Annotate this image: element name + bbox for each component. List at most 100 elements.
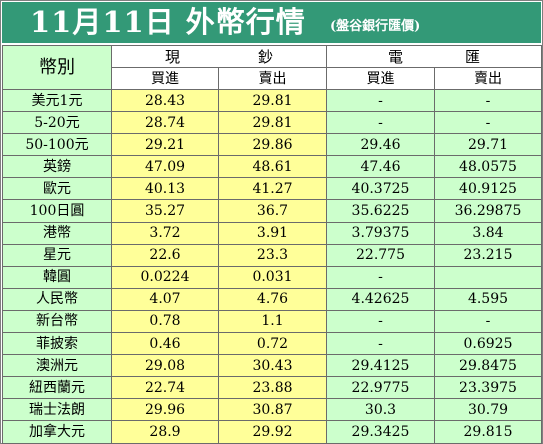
cash-sell-cell: 4.76 [218,287,327,311]
cash-buy-cell: 0.0224 [111,265,219,289]
wire-sell-cell: - [434,88,542,113]
wire-sell-cell: - [434,309,542,334]
currency-name: 紐西蘭元 [2,376,112,400]
cash-sell-cell: 23.3 [218,243,327,267]
cash-sell-cell: 0.72 [218,332,327,356]
wire-sell-cell: 23.215 [434,243,542,267]
header-row-sides: 買進 賣出 買進 賣出 [3,67,542,90]
cash-buy-cell: 29.96 [111,398,219,422]
currency-name: 美元1元 [2,88,112,113]
wire-buy-cell: - [326,88,435,113]
title-bar: 11月11日 外幣行情 (盤谷銀行匯價) [2,2,541,43]
currency-name: 菲披索 [2,332,112,356]
cash-buy-cell: 28.43 [111,88,219,113]
cash-buy-cell: 47.09 [111,155,219,179]
wire-buy-cell: - [326,309,435,334]
wire-sell-cell: 36.29875 [434,199,542,223]
table-row: 澳洲元 29.08 30.43 29.4125 29.8475 [2,354,542,378]
header-wire-char-1: 電 [387,47,403,66]
currency-name: 人民幣 [2,287,112,311]
wire-sell-cell [434,265,542,289]
cash-buy-cell: 28.9 [111,420,219,444]
cash-sell-cell: 1.1 [218,309,327,334]
cash-buy-cell: 29.08 [111,354,219,378]
table-row: 英鎊 47.09 48.61 47.46 48.0575 [2,155,542,179]
header-wire-group: 電匯 [326,45,542,68]
cash-sell-cell: 0.031 [218,265,327,289]
cash-sell-cell: 41.27 [218,177,327,201]
cash-sell-cell: 48.61 [218,155,327,179]
currency-name: 5-20元 [2,111,112,135]
header-cash-char-1: 現 [164,47,180,66]
wire-buy-cell: 29.46 [326,133,435,157]
cash-buy-cell: 3.72 [111,221,219,245]
table-row: 星元 22.6 23.3 22.775 23.215 [2,243,542,267]
wire-buy-cell: 29.4125 [326,354,435,378]
header-currency: 幣別 [2,45,112,90]
table-row: 加拿大元 28.9 29.92 29.3425 29.815 [2,420,542,444]
header-cash-buy: 買進 [111,67,219,90]
currency-name: 韓圓 [2,265,112,289]
header-wire-buy: 買進 [326,67,435,90]
table-row: 新台幣 0.78 1.1 - - [2,309,542,334]
table-row: 美元1元 28.43 29.81 - - [2,88,542,113]
cash-buy-cell: 4.07 [111,287,219,311]
wire-sell-cell: 40.9125 [434,177,542,201]
cash-sell-cell: 23.88 [218,376,327,400]
currency-name: 瑞士法朗 [2,398,112,422]
wire-sell-cell: 29.8475 [434,354,542,378]
table-row: 港幣 3.72 3.91 3.79375 3.84 [2,221,542,245]
wire-buy-cell: 30.3 [326,398,435,422]
header-cash-group: 現鈔 [111,45,327,68]
currency-name: 50-100元 [2,133,112,157]
cash-sell-cell: 29.86 [218,133,327,157]
wire-sell-cell: 48.0575 [434,155,542,179]
currency-name: 100日圓 [2,199,112,223]
wire-buy-cell: 22.775 [326,243,435,267]
wire-sell-cell: 23.3975 [434,376,542,400]
wire-sell-cell: 4.595 [434,287,542,311]
cash-sell-cell: 29.92 [218,420,327,444]
cash-buy-cell: 29.21 [111,133,219,157]
table-row: 韓圓 0.0224 0.031 - [2,265,542,289]
table-row: 人民幣 4.07 4.76 4.42625 4.595 [2,287,542,311]
cash-sell-cell: 29.81 [218,88,327,113]
currency-name: 加拿大元 [2,420,112,444]
table-row: 紐西蘭元 22.74 23.88 22.9775 23.3975 [2,376,542,400]
table-row: 50-100元 29.21 29.86 29.46 29.71 [2,133,542,157]
currency-name: 澳洲元 [2,354,112,378]
currency-name: 歐元 [2,177,112,201]
wire-sell-cell: 29.815 [434,420,542,444]
header-cash-char-2: 鈔 [258,47,274,66]
cash-sell-cell: 30.87 [218,398,327,422]
cash-sell-cell: 29.81 [218,111,327,135]
wire-sell-cell: - [434,111,542,135]
page-subtitle: (盤谷銀行匯價) [330,19,421,34]
wire-buy-cell: - [326,332,435,356]
rates-table: 幣別 現鈔 電匯 買進 賣出 買進 賣出 美元1元 28.43 29.81 - [2,45,542,444]
wire-buy-cell: 29.3425 [326,420,435,444]
wire-buy-cell: 47.46 [326,155,435,179]
wire-sell-cell: 30.79 [434,398,542,422]
cash-sell-cell: 30.43 [218,354,327,378]
cash-sell-cell: 3.91 [218,221,327,245]
wire-sell-cell: 0.6925 [434,332,542,356]
table-row: 菲披索 0.46 0.72 - 0.6925 [2,332,542,356]
cash-buy-cell: 28.74 [111,111,219,135]
currency-name: 新台幣 [2,309,112,334]
cash-buy-cell: 22.6 [111,243,219,267]
table-row: 100日圓 35.27 36.7 35.6225 36.29875 [2,199,542,223]
wire-buy-cell: 40.3725 [326,177,435,201]
wire-buy-cell: 3.79375 [326,221,435,245]
cash-buy-cell: 0.78 [111,309,219,334]
wire-buy-cell: 4.42625 [326,287,435,311]
table-row: 歐元 40.13 41.27 40.3725 40.9125 [2,177,542,201]
header-row-groups: 幣別 現鈔 電匯 [2,45,542,90]
wire-buy-cell: 35.6225 [326,199,435,223]
header-wire-char-2: 匯 [465,47,481,66]
currency-name: 英鎊 [2,155,112,179]
wire-buy-cell: - [326,265,435,289]
wire-buy-cell: 22.9775 [326,376,435,400]
cash-buy-cell: 35.27 [111,199,219,223]
